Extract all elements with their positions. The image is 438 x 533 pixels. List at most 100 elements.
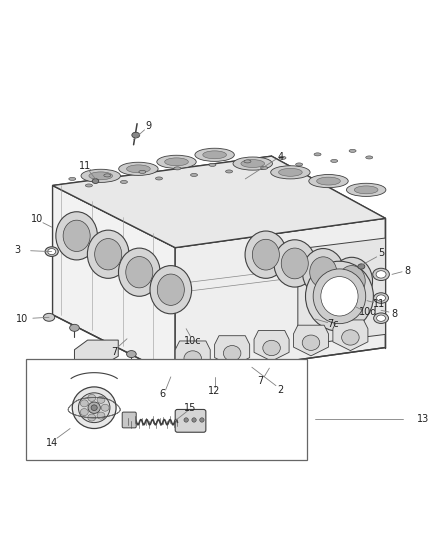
Ellipse shape <box>120 181 127 183</box>
Text: 6: 6 <box>159 390 165 399</box>
Ellipse shape <box>309 174 348 188</box>
Ellipse shape <box>63 220 90 252</box>
Ellipse shape <box>203 151 226 159</box>
Ellipse shape <box>150 265 192 314</box>
Ellipse shape <box>261 166 268 169</box>
Text: 13: 13 <box>417 414 429 424</box>
Ellipse shape <box>376 271 386 278</box>
Ellipse shape <box>342 330 359 345</box>
Ellipse shape <box>78 393 110 423</box>
Ellipse shape <box>118 248 160 296</box>
Ellipse shape <box>132 132 140 138</box>
Ellipse shape <box>271 166 310 179</box>
Text: 4: 4 <box>277 152 283 162</box>
Ellipse shape <box>165 158 188 166</box>
Ellipse shape <box>157 155 196 168</box>
Ellipse shape <box>358 264 365 269</box>
Ellipse shape <box>48 248 56 255</box>
Ellipse shape <box>101 404 109 411</box>
Ellipse shape <box>302 248 344 296</box>
Ellipse shape <box>249 366 255 370</box>
Text: 14: 14 <box>46 438 58 448</box>
Text: 2: 2 <box>277 385 283 395</box>
Ellipse shape <box>91 405 97 410</box>
Ellipse shape <box>81 169 120 182</box>
Ellipse shape <box>184 351 201 366</box>
Polygon shape <box>53 156 385 248</box>
FancyBboxPatch shape <box>122 412 136 428</box>
FancyBboxPatch shape <box>205 372 220 383</box>
Ellipse shape <box>80 409 88 416</box>
Ellipse shape <box>184 418 188 422</box>
Ellipse shape <box>119 162 158 175</box>
Ellipse shape <box>92 179 99 183</box>
Ellipse shape <box>72 387 116 429</box>
Ellipse shape <box>296 163 303 166</box>
Ellipse shape <box>88 394 95 401</box>
Polygon shape <box>215 336 250 366</box>
Ellipse shape <box>97 397 105 403</box>
Ellipse shape <box>88 414 95 421</box>
Ellipse shape <box>70 324 79 332</box>
Ellipse shape <box>88 402 100 414</box>
Text: 11: 11 <box>373 298 385 309</box>
Ellipse shape <box>223 345 241 361</box>
Polygon shape <box>293 325 328 356</box>
Polygon shape <box>74 340 118 364</box>
Ellipse shape <box>139 171 146 173</box>
Ellipse shape <box>279 156 286 159</box>
Ellipse shape <box>191 173 198 176</box>
FancyBboxPatch shape <box>175 409 206 432</box>
Ellipse shape <box>331 159 338 163</box>
Ellipse shape <box>377 315 385 321</box>
Text: 3: 3 <box>14 245 21 255</box>
Ellipse shape <box>126 256 153 288</box>
Ellipse shape <box>349 149 356 152</box>
Polygon shape <box>175 219 385 377</box>
Ellipse shape <box>331 257 372 304</box>
Ellipse shape <box>279 168 302 176</box>
Ellipse shape <box>317 177 340 185</box>
Ellipse shape <box>338 265 365 296</box>
Ellipse shape <box>321 277 358 316</box>
Polygon shape <box>333 320 368 351</box>
Ellipse shape <box>69 177 76 181</box>
Ellipse shape <box>192 418 196 422</box>
Ellipse shape <box>245 231 286 278</box>
Ellipse shape <box>104 174 111 177</box>
Ellipse shape <box>127 351 136 358</box>
Polygon shape <box>175 341 210 372</box>
Ellipse shape <box>263 340 280 356</box>
Text: 10: 10 <box>31 214 43 224</box>
Ellipse shape <box>377 295 385 301</box>
Ellipse shape <box>366 156 373 159</box>
Text: 8: 8 <box>404 266 410 276</box>
Ellipse shape <box>346 183 386 197</box>
Ellipse shape <box>274 240 315 287</box>
Text: 5: 5 <box>378 248 384 259</box>
Ellipse shape <box>233 157 272 170</box>
Ellipse shape <box>354 186 378 194</box>
Ellipse shape <box>97 412 105 419</box>
Ellipse shape <box>127 165 150 173</box>
Ellipse shape <box>313 269 366 324</box>
Ellipse shape <box>281 248 308 279</box>
Ellipse shape <box>252 239 279 270</box>
Ellipse shape <box>85 184 92 187</box>
Text: 15: 15 <box>184 402 197 413</box>
Ellipse shape <box>302 335 320 350</box>
Ellipse shape <box>244 160 251 163</box>
Ellipse shape <box>200 418 204 422</box>
Ellipse shape <box>87 230 129 278</box>
Ellipse shape <box>374 293 389 303</box>
Polygon shape <box>298 238 385 345</box>
Text: 11: 11 <box>79 161 92 171</box>
Text: 7: 7 <box>258 376 264 386</box>
Ellipse shape <box>174 167 181 170</box>
Ellipse shape <box>310 257 337 288</box>
Ellipse shape <box>80 400 88 407</box>
Ellipse shape <box>373 268 389 280</box>
Ellipse shape <box>45 247 58 256</box>
Ellipse shape <box>195 148 234 161</box>
Ellipse shape <box>95 239 122 270</box>
